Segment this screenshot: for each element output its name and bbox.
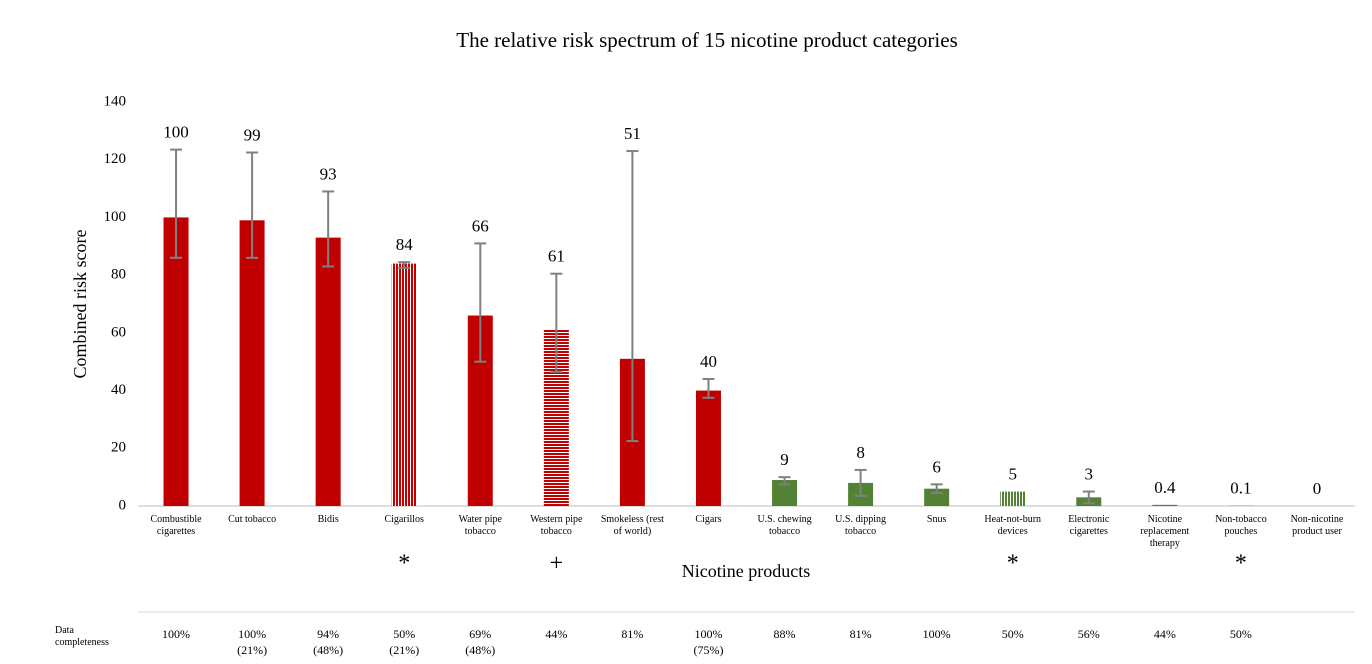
x-tick-label: U.S. chewing tobacco [757,514,812,537]
value-label: 99 [244,125,261,144]
x-tick-label: Smokeless (rest of world) [600,514,664,537]
bar [315,237,341,506]
error-bar [930,483,943,495]
completeness-value: 100% [238,627,267,641]
x-tick-label: Snus [926,514,947,525]
value-label: 61 [548,247,565,266]
error-bar [778,476,791,486]
completeness-value: 44% [1153,627,1176,641]
value-label: 51 [624,124,641,143]
x-tick-label: U.S. dipping tobacco [835,514,887,537]
bar [924,488,950,506]
y-tick-label: 20 [111,440,126,456]
completeness-sub: (21%) [389,643,420,657]
error-bar [1082,490,1095,505]
marker: * [1007,551,1019,577]
x-tick-label: Cut tobacco [228,514,277,525]
value-label: 8 [856,443,865,462]
x-tick-label: Electronic cigarettes [1068,514,1110,537]
marker: + [550,551,564,577]
error-bar [474,242,487,363]
value-label: 93 [320,164,337,183]
x-tick-label: Non-nicotine product user [1290,514,1344,537]
error-bar [322,190,335,268]
error-bar [550,272,563,373]
error-bar [170,148,183,259]
x-tick-label: Non-tobacco pouches [1215,514,1267,537]
completeness-value: 50% [393,627,416,641]
y-tick-label: 0 [119,497,127,513]
y-tick-label: 140 [104,93,127,109]
error-bar [854,468,867,497]
value-label: 9 [780,450,789,469]
value-label: 66 [472,216,489,235]
completeness-sub: (48%) [313,643,344,657]
value-label: 0.1 [1230,479,1251,498]
value-label: 6 [932,457,941,476]
value-label: 84 [396,235,414,254]
value-label: 0.4 [1154,478,1176,497]
x-tick-label: Nicotine replacement therapy [1140,514,1190,549]
error-bar [702,378,715,399]
completeness-value: 81% [849,627,872,641]
completeness-value: 88% [773,627,796,641]
bar [391,263,417,506]
y-tick-label: 120 [104,151,127,167]
x-axis-title: Nicotine products [682,561,810,581]
completeness-value: 56% [1077,627,1100,641]
completeness-sub: (21%) [237,643,268,657]
completeness-value: 100% [694,627,723,641]
value-label: 5 [1008,464,1017,483]
completeness-value: 50% [1001,627,1024,641]
error-bar [246,151,259,259]
completeness-title: Data completeness [55,625,109,648]
value-label: 40 [700,352,717,371]
completeness-sub: (75%) [693,643,724,657]
completeness-value: 94% [317,627,340,641]
error-bar [626,150,639,443]
x-tick-label: Combustible cigarettes [150,514,202,537]
completeness-sub: (48%) [465,643,496,657]
value-label: 100 [163,123,189,142]
y-tick-label: 40 [111,382,126,398]
chart-title: The relative risk spectrum of 15 nicotin… [456,28,958,52]
completeness-value: 81% [621,627,644,641]
value-label: 3 [1085,464,1094,483]
x-tick-label: Heat-not-burn devices [984,514,1042,537]
completeness-value: 100% [162,627,191,641]
completeness-value: 44% [545,627,568,641]
x-tick-label: Water pipe tobacco [458,514,502,537]
x-tick-label: Cigarillos [384,514,424,525]
y-tick-label: 100 [104,209,127,225]
y-tick-label: 80 [111,267,126,283]
bar [239,220,265,507]
y-tick-label: 60 [111,324,126,340]
marker: * [398,551,410,577]
error-bar [398,261,411,269]
completeness-value: 50% [1229,627,1252,641]
completeness-value: 69% [469,627,492,641]
x-tick-label: Bidis [317,514,339,525]
completeness-value: 100% [922,627,951,641]
y-axis-title: Combined risk score [70,230,90,379]
marker: * [1235,551,1247,577]
bar [163,217,189,506]
bar [695,390,721,506]
bar [1000,491,1026,506]
bar [1152,504,1178,506]
value-label: 0 [1313,479,1322,498]
x-tick-label: Western pipe tobacco [530,514,583,537]
x-tick-label: Cigars [695,514,722,525]
